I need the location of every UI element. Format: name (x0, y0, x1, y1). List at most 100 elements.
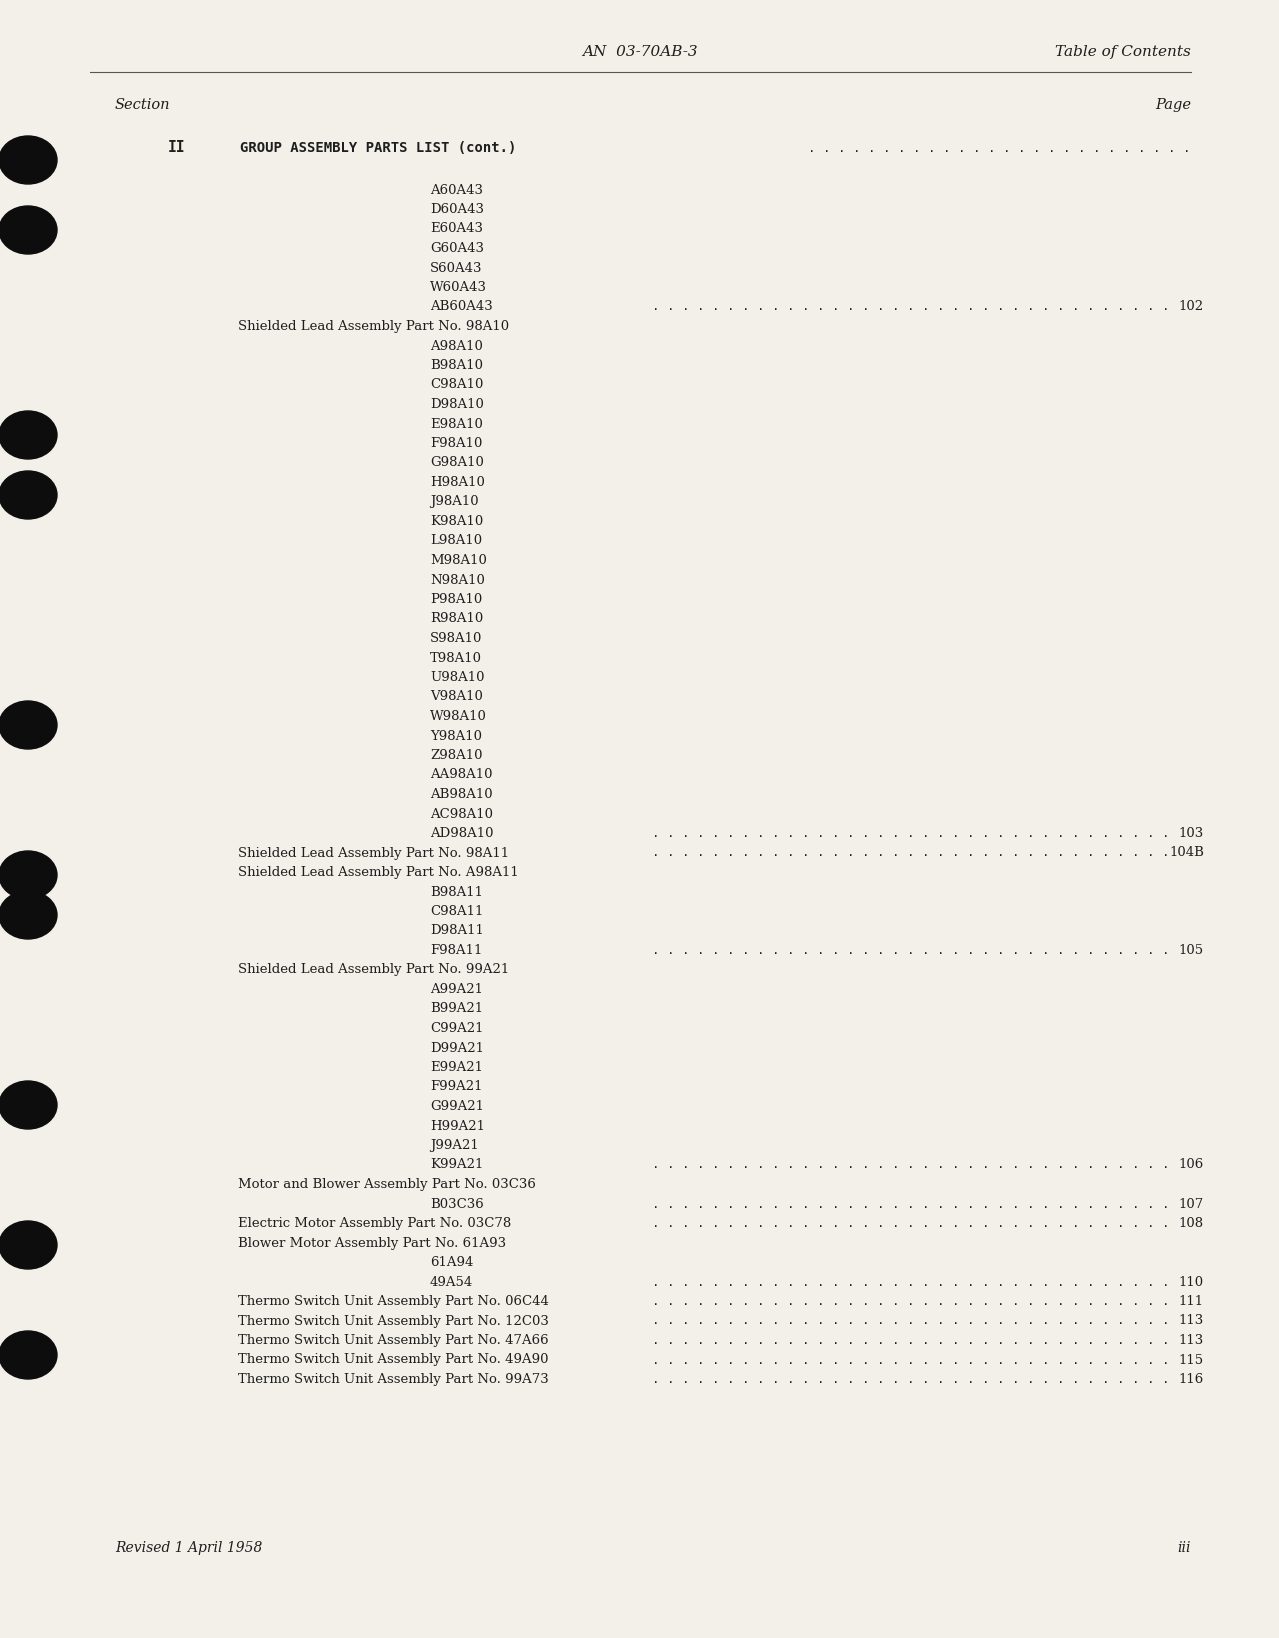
Text: G99A21: G99A21 (430, 1101, 483, 1112)
Text: D98A11: D98A11 (430, 924, 483, 937)
Text: G60A43: G60A43 (430, 242, 483, 256)
Text: Page: Page (1155, 98, 1191, 111)
Text: Shielded Lead Assembly Part No. 98A10: Shielded Lead Assembly Part No. 98A10 (238, 319, 509, 333)
Text: . . . . . . . . . . . . . . . . . . . . . . . . . . . . . . . . . . .: . . . . . . . . . . . . . . . . . . . . … (651, 1296, 1169, 1309)
Ellipse shape (0, 1081, 58, 1129)
Ellipse shape (0, 1332, 58, 1379)
Text: . . . . . . . . . . . . . . . . . . . . . . . . . .: . . . . . . . . . . . . . . . . . . . . … (808, 141, 1191, 154)
Text: Thermo Switch Unit Assembly Part No. 47A66: Thermo Switch Unit Assembly Part No. 47A… (238, 1333, 549, 1346)
Text: II: II (168, 141, 185, 156)
Text: . . . . . . . . . . . . . . . . . . . . . . . . . . . . . . . . . . .: . . . . . . . . . . . . . . . . . . . . … (651, 300, 1169, 313)
Text: G98A10: G98A10 (430, 457, 483, 470)
Text: 113: 113 (1179, 1333, 1204, 1346)
Text: . . . . . . . . . . . . . . . . . . . . . . . . . . . . . . . . . . .: . . . . . . . . . . . . . . . . . . . . … (651, 1373, 1169, 1386)
Text: L98A10: L98A10 (430, 534, 482, 547)
Text: B03C36: B03C36 (430, 1197, 483, 1210)
Text: B98A11: B98A11 (430, 886, 483, 899)
Ellipse shape (0, 852, 58, 899)
Text: W98A10: W98A10 (430, 709, 487, 722)
Text: Thermo Switch Unit Assembly Part No. 99A73: Thermo Switch Unit Assembly Part No. 99A… (238, 1373, 549, 1386)
Text: 102: 102 (1179, 300, 1204, 313)
Text: . . . . . . . . . . . . . . . . . . . . . . . . . . . . . . . . . . .: . . . . . . . . . . . . . . . . . . . . … (651, 1217, 1169, 1230)
Text: R98A10: R98A10 (430, 613, 483, 626)
Ellipse shape (0, 472, 58, 519)
Text: E99A21: E99A21 (430, 1061, 483, 1075)
Text: Shielded Lead Assembly Part No. A98A11: Shielded Lead Assembly Part No. A98A11 (238, 867, 519, 880)
Text: J99A21: J99A21 (430, 1138, 478, 1152)
Text: 61A94: 61A94 (430, 1256, 473, 1269)
Text: 110: 110 (1179, 1276, 1204, 1289)
Text: 106: 106 (1179, 1158, 1204, 1171)
Text: . . . . . . . . . . . . . . . . . . . . . . . . . . . . . . . . . . .: . . . . . . . . . . . . . . . . . . . . … (651, 943, 1169, 957)
Text: B99A21: B99A21 (430, 1002, 483, 1016)
Text: . . . . . . . . . . . . . . . . . . . . . . . . . . . . . . . . . . .: . . . . . . . . . . . . . . . . . . . . … (651, 847, 1169, 860)
Text: Table of Contents: Table of Contents (1055, 44, 1191, 59)
Text: 107: 107 (1179, 1197, 1204, 1210)
Text: M98A10: M98A10 (430, 554, 487, 567)
Text: . . . . . . . . . . . . . . . . . . . . . . . . . . . . . . . . . . .: . . . . . . . . . . . . . . . . . . . . … (651, 1197, 1169, 1210)
Ellipse shape (0, 411, 58, 459)
Text: A60A43: A60A43 (430, 183, 483, 197)
Text: C99A21: C99A21 (430, 1022, 483, 1035)
Text: 105: 105 (1179, 943, 1204, 957)
Text: A98A10: A98A10 (430, 339, 483, 352)
Text: B98A10: B98A10 (430, 359, 483, 372)
Text: D60A43: D60A43 (430, 203, 483, 216)
Text: 103: 103 (1179, 827, 1204, 840)
Text: D98A10: D98A10 (430, 398, 483, 411)
Text: J98A10: J98A10 (430, 496, 478, 508)
Text: . . . . . . . . . . . . . . . . . . . . . . . . . . . . . . . . . . .: . . . . . . . . . . . . . . . . . . . . … (651, 1158, 1169, 1171)
Text: N98A10: N98A10 (430, 573, 485, 586)
Text: C98A10: C98A10 (430, 378, 483, 391)
Text: H99A21: H99A21 (430, 1119, 485, 1132)
Ellipse shape (0, 1220, 58, 1269)
Text: S60A43: S60A43 (430, 262, 482, 275)
Text: U98A10: U98A10 (430, 672, 485, 685)
Text: GROUP ASSEMBLY PARTS LIST (cont.): GROUP ASSEMBLY PARTS LIST (cont.) (240, 141, 517, 156)
Text: Y98A10: Y98A10 (430, 729, 482, 742)
Text: 49A54: 49A54 (430, 1276, 473, 1289)
Text: . . . . . . . . . . . . . . . . . . . . . . . . . . . . . . . . . . .: . . . . . . . . . . . . . . . . . . . . … (651, 1353, 1169, 1366)
Text: E98A10: E98A10 (430, 418, 483, 431)
Text: C98A11: C98A11 (430, 906, 483, 917)
Text: Blower Motor Assembly Part No. 61A93: Blower Motor Assembly Part No. 61A93 (238, 1237, 506, 1250)
Text: S98A10: S98A10 (430, 632, 482, 645)
Text: W60A43: W60A43 (430, 282, 487, 293)
Text: D99A21: D99A21 (430, 1042, 483, 1055)
Text: Motor and Blower Assembly Part No. 03C36: Motor and Blower Assembly Part No. 03C36 (238, 1178, 536, 1191)
Text: E60A43: E60A43 (430, 223, 483, 236)
Text: F98A10: F98A10 (430, 437, 482, 450)
Text: H98A10: H98A10 (430, 477, 485, 490)
Text: Thermo Switch Unit Assembly Part No. 06C44: Thermo Switch Unit Assembly Part No. 06C… (238, 1296, 549, 1309)
Text: K98A10: K98A10 (430, 514, 483, 527)
Text: Revised 1 April 1958: Revised 1 April 1958 (115, 1541, 262, 1554)
Text: Thermo Switch Unit Assembly Part No. 49A90: Thermo Switch Unit Assembly Part No. 49A… (238, 1353, 549, 1366)
Text: AB98A10: AB98A10 (430, 788, 492, 801)
Text: Shielded Lead Assembly Part No. 98A11: Shielded Lead Assembly Part No. 98A11 (238, 847, 509, 860)
Text: . . . . . . . . . . . . . . . . . . . . . . . . . . . . . . . . . . .: . . . . . . . . . . . . . . . . . . . . … (651, 827, 1169, 840)
Text: Z98A10: Z98A10 (430, 749, 482, 762)
Text: Shielded Lead Assembly Part No. 99A21: Shielded Lead Assembly Part No. 99A21 (238, 963, 509, 976)
Text: iii: iii (1178, 1541, 1191, 1554)
Ellipse shape (0, 136, 58, 183)
Text: 115: 115 (1179, 1353, 1204, 1366)
Text: AB60A43: AB60A43 (430, 300, 492, 313)
Text: 113: 113 (1179, 1315, 1204, 1327)
Text: 104B: 104B (1169, 847, 1204, 860)
Text: Thermo Switch Unit Assembly Part No. 12C03: Thermo Switch Unit Assembly Part No. 12C… (238, 1315, 549, 1327)
Text: P98A10: P98A10 (430, 593, 482, 606)
Ellipse shape (0, 206, 58, 254)
Text: V98A10: V98A10 (430, 691, 483, 703)
Text: AC98A10: AC98A10 (430, 808, 492, 821)
Text: . . . . . . . . . . . . . . . . . . . . . . . . . . . . . . . . . . .: . . . . . . . . . . . . . . . . . . . . … (651, 1276, 1169, 1289)
Text: . . . . . . . . . . . . . . . . . . . . . . . . . . . . . . . . . . .: . . . . . . . . . . . . . . . . . . . . … (651, 1315, 1169, 1327)
Text: T98A10: T98A10 (430, 652, 482, 665)
Text: Electric Motor Assembly Part No. 03C78: Electric Motor Assembly Part No. 03C78 (238, 1217, 512, 1230)
Text: F99A21: F99A21 (430, 1081, 482, 1094)
Text: A99A21: A99A21 (430, 983, 483, 996)
Ellipse shape (0, 701, 58, 749)
Text: AD98A10: AD98A10 (430, 827, 494, 840)
Text: Section: Section (115, 98, 170, 111)
Ellipse shape (0, 891, 58, 939)
Text: 111: 111 (1179, 1296, 1204, 1309)
